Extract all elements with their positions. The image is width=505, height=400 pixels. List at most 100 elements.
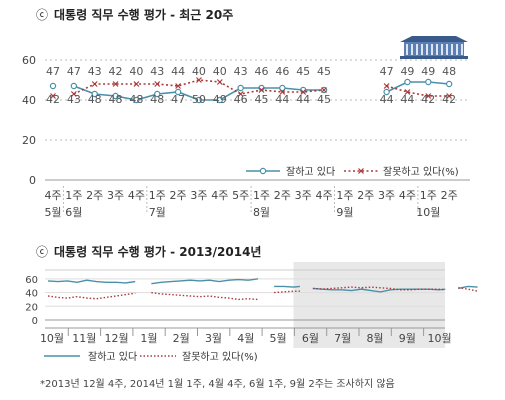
chart1-ytick: 0	[29, 174, 36, 187]
chart1-point	[300, 89, 307, 95]
chart2-series-line	[151, 291, 258, 301]
chart1-point	[195, 96, 203, 104]
chart1-series-line	[386, 81, 450, 93]
chart1-point	[216, 96, 223, 104]
chart1-data-label: 43	[150, 65, 164, 78]
chart1-point	[383, 83, 390, 89]
chart2-shaded-region	[293, 262, 445, 348]
chart2-series-line	[312, 286, 446, 291]
chart2-month-label: 7월	[334, 332, 351, 345]
chart2-series-line	[274, 290, 300, 294]
chart2-month-label: 6월	[302, 332, 319, 345]
chart2-ytick: 20	[25, 302, 38, 313]
chart1-data-label: 42	[442, 93, 456, 106]
chart1-ytick: 60	[22, 54, 36, 67]
chart1-xtick: 2주	[86, 189, 103, 202]
chart2-month-label: 5월	[270, 332, 287, 345]
chart1-legend-label: 잘못하고 있다(%)	[383, 165, 459, 178]
chart1-data-label: 40	[213, 65, 227, 78]
chart1-data-label: 43	[67, 93, 81, 106]
chart2-plot: 0 20 40 60 10월 11월 12월 1월 2월 3월 4월 5월 6월 7월 8월 9월 10월잘하고…	[25, 262, 478, 363]
chart1-data-label: 47	[67, 65, 81, 78]
chart1-xtick: 1주	[253, 189, 270, 202]
chart1-data-label: 47	[171, 93, 185, 106]
chart2-ytick: 40	[25, 289, 38, 300]
blue-house-column-icon	[406, 44, 408, 55]
chart1-point	[404, 89, 411, 95]
chart1-xtick: 1주	[336, 189, 353, 202]
chart1-point	[196, 77, 202, 83]
chart1-data-label: 42	[46, 93, 60, 106]
chart1-point	[174, 88, 182, 96]
chart1-data-label: 45	[317, 65, 331, 78]
chart1-point	[112, 92, 119, 100]
chart1-point	[70, 91, 77, 97]
chart2-legend-label: 잘못하고 있다(%)	[182, 350, 258, 363]
chart2-month-label: 1월	[140, 332, 157, 345]
chart1-month-label: 6월	[65, 206, 82, 219]
blue-house-column-icon	[411, 44, 413, 55]
chart2-ytick: 60	[25, 275, 38, 286]
chart1-xtick: 4주	[128, 189, 145, 202]
chart1-xtick: 1주	[65, 189, 82, 202]
chart2-series-line	[47, 279, 136, 284]
chart1-point	[258, 87, 265, 93]
chart1-point	[237, 91, 244, 97]
chart2-month-label: 4월	[237, 332, 254, 345]
chart1-data-label: 47	[46, 65, 60, 78]
chart1-data-label: 49	[400, 65, 414, 78]
blue-house-column-icon	[421, 44, 423, 55]
chart1-data-label: 48	[150, 93, 164, 106]
chart1-legend-marker	[259, 167, 267, 175]
chart1-data-label: 40	[129, 65, 143, 78]
chart1-point	[49, 82, 57, 90]
chart2-month-label: 8월	[366, 332, 383, 345]
chart1-xtick: 2주	[441, 189, 458, 202]
chart1-title: ⓒ 대통령 직무 수행 평가 - 최근 20주	[36, 6, 233, 23]
footnote: *2013년 12월 4주, 2014년 1월 1주, 4월 4주, 6월 1주…	[40, 379, 395, 390]
chart1-xtick: 2주	[170, 189, 187, 202]
chart2-month-label: 9월	[399, 332, 416, 345]
chart1-point	[404, 78, 411, 86]
chart1-point	[50, 93, 56, 99]
chart1-data-label: 40	[192, 65, 206, 78]
chart1-data-label: 48	[88, 93, 102, 106]
chart1-xtick: 3주	[107, 189, 124, 202]
blue-house-column-icon	[416, 44, 418, 55]
chart1-xtick: 4주	[315, 189, 332, 202]
chart1-data-label: 49	[421, 65, 435, 78]
blue-house-roof-icon	[400, 36, 468, 42]
chart2-series-line	[274, 285, 301, 288]
blue-house-column-icon	[441, 44, 443, 55]
chart1-point	[425, 93, 432, 99]
chart1-xtick: 1주	[149, 189, 166, 202]
chart1-data-label: 44	[380, 93, 394, 106]
chart1-point	[279, 89, 286, 95]
chart2-month-label: 10월	[40, 332, 64, 345]
chart2-month-label: 12월	[105, 332, 129, 345]
chart1-data-label: 44	[400, 93, 414, 106]
chart1-month-label: 5월	[44, 206, 61, 219]
chart1-ytick: 40	[22, 94, 36, 107]
chart1-xtick: 4주	[44, 189, 61, 202]
chart1-xtick: 2주	[357, 189, 374, 202]
chart2-series-line	[151, 278, 259, 285]
chart1-point	[133, 96, 140, 104]
chart2-ytick: 0	[32, 316, 38, 327]
blue-house-column-icon	[436, 44, 438, 55]
chart2-title-text: 대통령 직무 수행 평가 - 2013/2014년	[54, 245, 262, 259]
chart1-xtick: 4주	[211, 189, 228, 202]
blue-house-column-icon	[426, 44, 428, 55]
chart1-xtick: 5주	[232, 189, 249, 202]
blue-house-column-icon	[461, 44, 463, 55]
blue-house-base-icon	[400, 56, 468, 59]
chart2-series-line	[47, 292, 136, 300]
chart1-data-label: 49	[213, 93, 227, 106]
chart1-data-label: 47	[380, 65, 394, 78]
chart2-month-label: 2월	[173, 332, 190, 345]
chart1-month-label: 7월	[149, 206, 166, 219]
chart1-data-label: 45	[317, 93, 331, 106]
chart1-data-label: 48	[109, 93, 123, 106]
chart1-data-label: 45	[255, 93, 269, 106]
chart1-series-line	[73, 79, 325, 95]
